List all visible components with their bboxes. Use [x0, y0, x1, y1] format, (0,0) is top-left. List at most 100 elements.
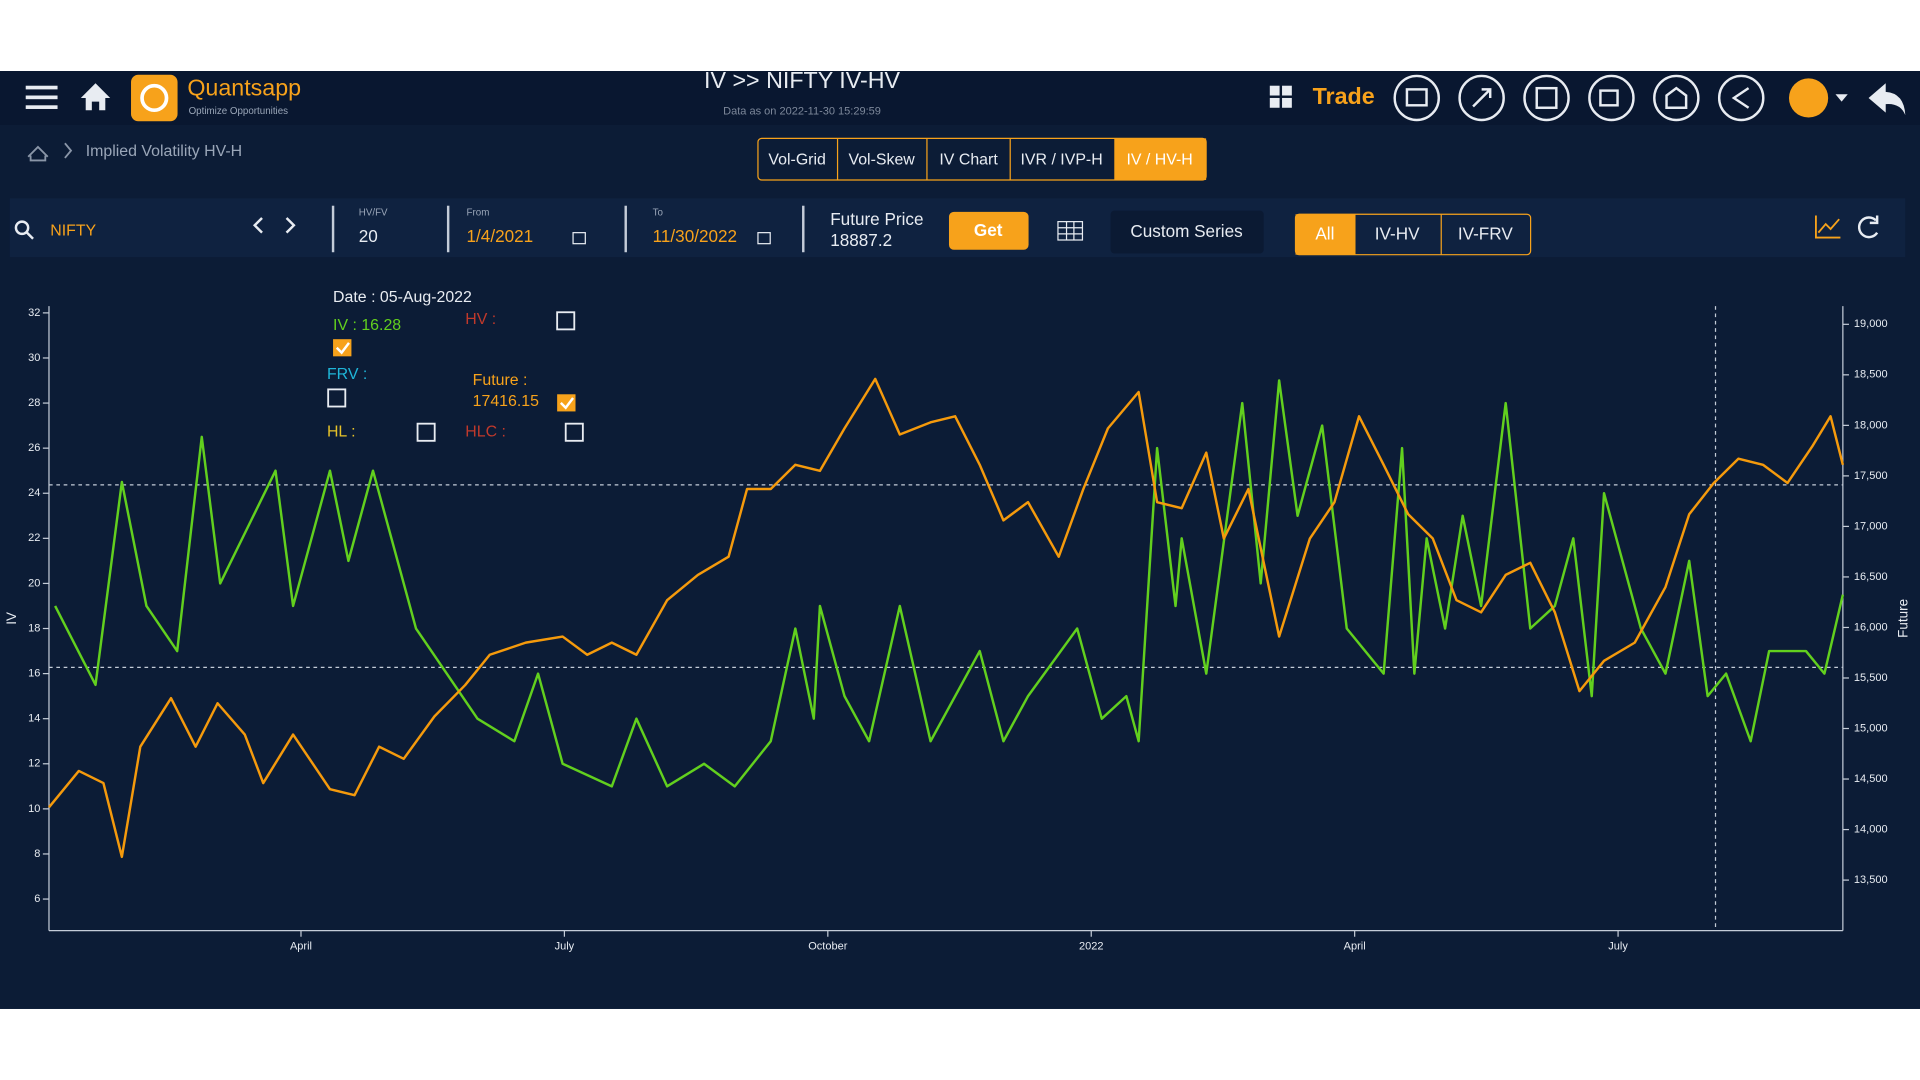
table-icon[interactable] [1057, 221, 1084, 241]
icon-button[interactable] [1523, 74, 1570, 122]
refresh-icon[interactable] [1857, 215, 1879, 239]
y-tick-label: 16 [28, 668, 40, 680]
icon-button[interactable] [1653, 74, 1700, 122]
y2-tick-label: 16,500 [1854, 571, 1888, 583]
y2-tick-label: 15,500 [1854, 672, 1888, 684]
menu-icon[interactable] [25, 85, 58, 109]
tooltip-iv: IV : 16.28 [333, 317, 401, 334]
y-tick-label: 30 [28, 352, 40, 364]
symbol-arrows[interactable] [252, 217, 296, 234]
tooltip-frv: FRV : [327, 366, 367, 383]
symbol-input[interactable]: NIFTY [50, 223, 96, 240]
breadcrumb-home[interactable] [27, 145, 49, 162]
x-tick-label: October [808, 940, 848, 952]
icon-button[interactable] [1458, 74, 1505, 122]
search-icon [14, 220, 30, 236]
series-line [54, 379, 1845, 788]
y-tick-label: 20 [28, 577, 40, 589]
icon-button[interactable] [1393, 74, 1440, 122]
y2-axis-title: Future [1896, 599, 1911, 638]
tab-dividers [836, 138, 1011, 180]
calendar-icon[interactable] [572, 232, 586, 245]
page-title: IV >> NIFTY IV-HV [704, 67, 900, 93]
breadcrumb-sep [64, 142, 73, 159]
filter[interactable]: IV-HV [1375, 224, 1420, 244]
y2-tick-label: 14,500 [1854, 773, 1888, 785]
calendar-icon[interactable] [757, 232, 771, 245]
search-icon-handle [26, 231, 34, 240]
tab[interactable]: IVR / IVP-H [1021, 152, 1103, 169]
y-tick-label: 22 [28, 532, 40, 544]
x-tick-label: 2022 [1079, 940, 1104, 952]
field-label: From [467, 208, 490, 219]
y-axis-title: IV [4, 612, 19, 625]
active-tab-bg [1114, 138, 1207, 180]
filter-active-bg [1295, 214, 1356, 255]
chart-icon[interactable] [1815, 215, 1841, 239]
checkbox-checked[interactable] [557, 394, 576, 412]
tooltip-hlc: HLC : [465, 423, 506, 440]
custom-series-button[interactable] [1110, 210, 1264, 254]
checkbox-checked[interactable] [333, 339, 352, 357]
home-icon[interactable] [80, 83, 111, 111]
check [559, 397, 575, 410]
tab-active[interactable]: IV / HV-H [1126, 152, 1192, 169]
icon-button[interactable] [1588, 74, 1635, 122]
to-input[interactable]: 11/30/2022 [653, 226, 737, 246]
tooltip-future-label: Future : [473, 372, 528, 389]
checkbox[interactable] [416, 422, 436, 442]
user-avatar[interactable] [1788, 78, 1829, 118]
x-tick-label: July [555, 940, 575, 952]
x-tick-label: April [290, 940, 312, 952]
checkbox[interactable] [556, 311, 576, 331]
tab[interactable]: Vol-Skew [848, 152, 915, 169]
checkbox[interactable] [564, 422, 584, 442]
filter[interactable]: IV-FRV [1458, 224, 1513, 244]
apps-icon[interactable] [1269, 85, 1292, 108]
filter[interactable]: All [1315, 224, 1334, 244]
y-tick-label: 18 [28, 622, 40, 634]
field-label: To [653, 208, 664, 219]
y2-tick-label: 13,500 [1854, 874, 1888, 886]
y2-tick-label: 17,500 [1854, 470, 1888, 482]
y-tick-label: 28 [28, 397, 40, 409]
toolbar-dividers [331, 205, 805, 253]
toolbar-icons [1393, 74, 1765, 122]
back-icon[interactable] [1868, 83, 1906, 116]
y2-tick-label: 14,000 [1854, 823, 1888, 835]
y-tick-label: 24 [28, 487, 40, 499]
checkbox[interactable] [327, 388, 347, 408]
y2-tick-label: 18,500 [1854, 369, 1888, 381]
user-caret[interactable] [1835, 94, 1848, 102]
get-label: Get [974, 220, 1003, 240]
logo-q [140, 83, 169, 113]
y-tick-label: 10 [28, 803, 40, 815]
y2-tick-label: 17,000 [1854, 520, 1888, 532]
y-tick-label: 8 [34, 848, 40, 860]
tooltip-bg [320, 279, 596, 449]
logo-mark [131, 74, 178, 122]
field-label: HV/FV [359, 208, 388, 219]
custom-series-label: Custom Series [1130, 221, 1242, 241]
tab[interactable]: Vol-Grid [768, 152, 825, 169]
get-button[interactable] [948, 211, 1029, 250]
chart: IV Future 6810121416182022242628303213,5… [4, 306, 1911, 952]
future-price-label: Future Price [830, 209, 923, 229]
logo-name: Quantsapp [187, 75, 301, 101]
trade-button[interactable]: Trade [1313, 83, 1375, 109]
breadcrumb: Implied Volatility HV-H [86, 143, 242, 160]
y2-tick-label: 18,000 [1854, 419, 1888, 431]
icon-button[interactable] [1717, 74, 1765, 122]
tooltip-hl: HL : [327, 423, 356, 440]
logo-tagline: Optimize Opportunities [189, 106, 289, 117]
tab[interactable]: IV Chart [939, 152, 998, 169]
tooltip-date: Date : 05-Aug-2022 [333, 289, 472, 306]
y-tick-label: 26 [28, 442, 40, 454]
page-subtitle: Data as on 2022-11-30 15:29:59 [723, 105, 881, 117]
check [335, 342, 350, 355]
hv-fv-input[interactable]: 20 [359, 226, 378, 246]
from-input[interactable]: 1/4/2021 [467, 226, 534, 246]
y-tick-label: 12 [28, 758, 40, 770]
x-tick-label: April [1344, 940, 1366, 952]
